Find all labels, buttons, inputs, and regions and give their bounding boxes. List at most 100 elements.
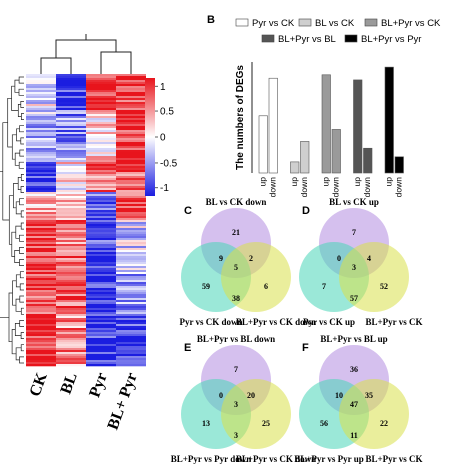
heatmap-cell <box>86 140 116 143</box>
heatmap-cell <box>26 142 56 145</box>
venn-count-center: 47 <box>350 400 358 409</box>
heatmap-cell <box>86 134 116 137</box>
heatmap-cell <box>86 108 116 111</box>
heatmap-cell <box>26 74 56 77</box>
heatmap-cell <box>116 76 146 79</box>
heatmap-cell <box>86 288 116 291</box>
venn-top-label: BL vs CK up <box>329 197 379 207</box>
heatmap-cell <box>86 90 116 93</box>
bar <box>290 161 300 174</box>
heatmap-cell <box>86 312 116 315</box>
heatmap-cell <box>86 204 116 207</box>
heatmap-cell <box>116 84 146 87</box>
heatmap-cell <box>56 346 86 349</box>
heatmap-cell <box>86 120 116 123</box>
heatmap-cell <box>56 78 86 81</box>
heatmap-cell <box>26 262 56 265</box>
heatmap-cell <box>56 318 86 321</box>
heatmap-cell <box>86 248 116 251</box>
heatmap-cell <box>86 264 116 267</box>
heatmap-cell <box>56 214 86 217</box>
row-dendrogram-branch <box>20 137 24 145</box>
heatmap-cell <box>26 162 56 165</box>
row-dendrogram <box>0 76 24 364</box>
legend-swatch <box>261 34 275 43</box>
heatmap-cell <box>26 228 56 231</box>
heatmap-cell <box>56 280 86 283</box>
heatmap-cell <box>116 282 146 285</box>
heatmap-cell <box>86 260 116 263</box>
heatmap-cell <box>86 122 116 125</box>
heatmap-cell <box>86 178 116 181</box>
heatmap-cell <box>86 142 116 145</box>
heatmap-cell <box>26 108 56 111</box>
heatmap-cell <box>86 98 116 101</box>
row-dendrogram-branch <box>16 128 21 142</box>
venn-count-left: 59 <box>202 282 210 291</box>
row-dendrogram-branch <box>11 231 16 257</box>
heatmap-cell <box>116 260 146 263</box>
heatmap-cell <box>26 192 56 195</box>
row-dendrogram-branch <box>20 186 24 193</box>
x-tick-label: down <box>330 177 340 198</box>
heatmap-cell <box>86 230 116 233</box>
venn-count-top: 21 <box>232 228 240 237</box>
venn-count-top: 7 <box>234 365 238 374</box>
heatmap-cell <box>116 332 146 335</box>
bar <box>331 129 341 174</box>
heatmap-cell <box>26 116 56 119</box>
heatmap-cell <box>26 176 56 179</box>
heatmap-cell <box>86 262 116 265</box>
heatmap-cell <box>26 204 56 207</box>
x-tick-label: up <box>320 177 330 187</box>
venn-left-label: Pyr vs CK up <box>303 317 355 327</box>
heatmap-cell <box>86 232 116 235</box>
heatmap-cell <box>86 118 116 121</box>
panel-letter: E <box>184 342 191 354</box>
heatmap-cell <box>86 96 116 99</box>
row-dendrogram-branch <box>15 298 22 312</box>
heatmap-cell <box>26 224 56 227</box>
heatmap-cell <box>56 334 86 337</box>
row-dendrogram-branch <box>13 183 19 209</box>
heatmap-cell <box>26 194 56 197</box>
venn-count-tl: 9 <box>219 254 223 263</box>
column-dendrogram-branch <box>100 51 132 74</box>
heatmap-cell <box>56 296 86 299</box>
heatmap-cell <box>116 354 146 357</box>
heatmap-cell <box>86 268 116 271</box>
heatmap-cell <box>56 344 86 347</box>
heatmap-cell <box>56 182 86 185</box>
heatmap-cell <box>26 122 56 125</box>
row-dendrogram-branch <box>15 201 22 215</box>
heatmap-cell <box>116 292 146 295</box>
heatmap-cell <box>26 236 56 239</box>
heatmap-cell <box>116 92 146 95</box>
row-dendrogram-branch <box>20 222 24 230</box>
heatmap-cell <box>86 310 116 313</box>
colorbar-tick-label: -0.5 <box>160 158 178 169</box>
heatmap-cell <box>86 350 116 353</box>
heatmap-cell <box>86 278 116 281</box>
heatmap-cell <box>26 334 56 337</box>
heatmap-cell <box>56 228 86 231</box>
heatmap-cell <box>56 112 86 115</box>
heatmap-cell <box>56 200 86 203</box>
heatmap-cell <box>56 338 86 341</box>
heatmap-cell <box>116 228 146 231</box>
heatmap-cell <box>26 144 56 147</box>
heatmap-cell <box>26 118 56 121</box>
heatmap-cell <box>86 196 116 199</box>
heatmap-cell <box>116 254 146 257</box>
heatmap-cell <box>56 206 86 209</box>
heatmap-cell <box>116 270 146 273</box>
heatmap-cell <box>116 184 146 187</box>
heatmap-cell <box>56 286 86 289</box>
heatmap-cell <box>86 168 116 171</box>
heatmap-cell <box>116 166 146 169</box>
legend-swatch <box>344 34 358 43</box>
heatmap-cell <box>86 280 116 283</box>
heatmap-cell <box>56 354 86 357</box>
heatmap-cell <box>86 340 116 343</box>
